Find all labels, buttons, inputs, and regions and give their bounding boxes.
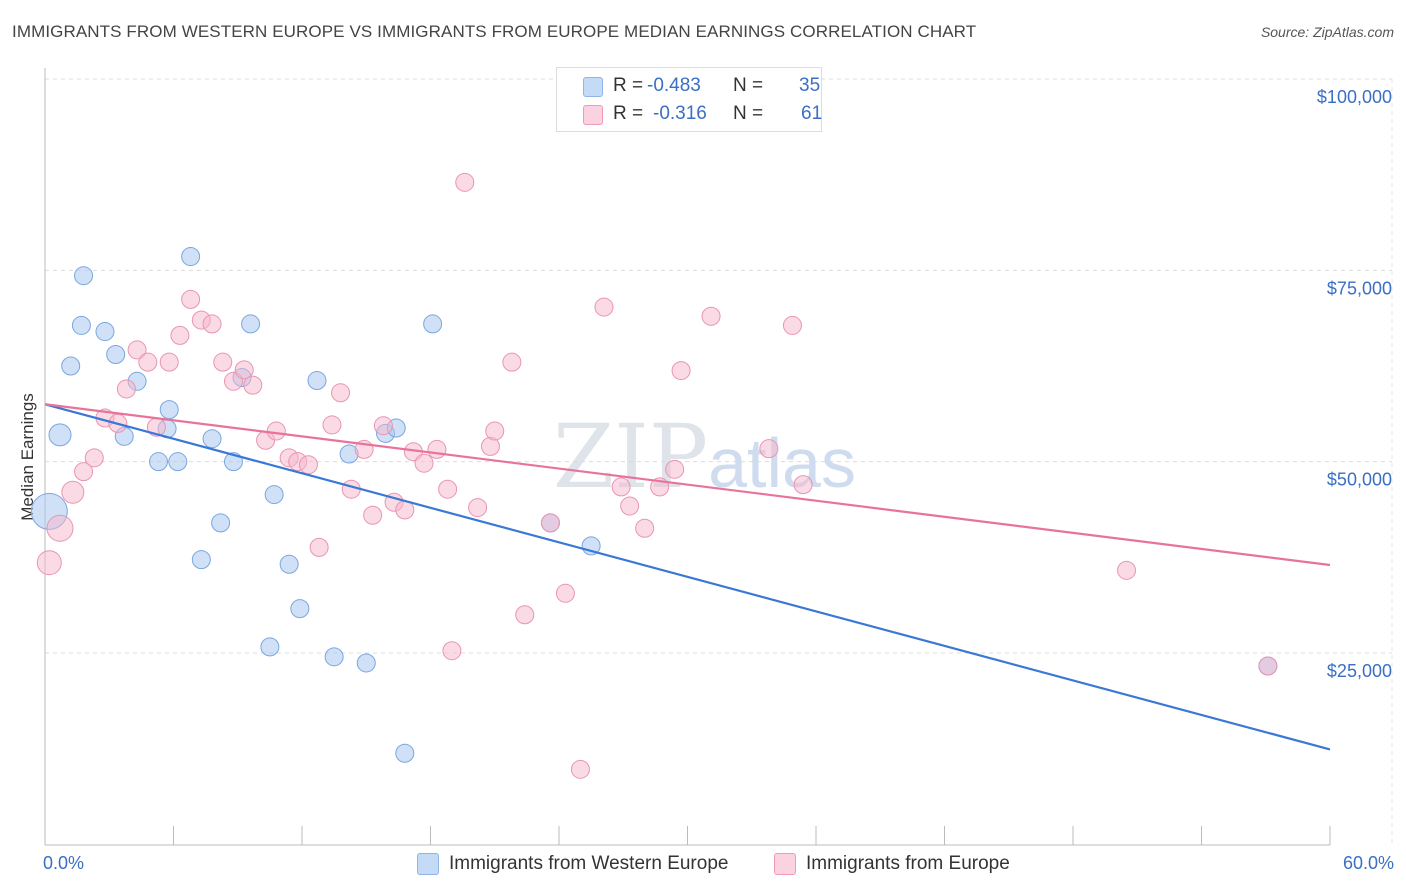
europe-point bbox=[322, 415, 342, 435]
europe-point bbox=[181, 289, 201, 309]
source-credit: Source: ZipAtlas.com bbox=[1260, 24, 1394, 40]
europe-point bbox=[127, 340, 147, 360]
watermark-zip: ZIP bbox=[553, 405, 709, 508]
y-tick-label: $75,000 bbox=[1327, 278, 1392, 298]
blue-swatch bbox=[583, 77, 603, 97]
western-europe-point bbox=[202, 429, 222, 449]
western-europe-point bbox=[191, 550, 211, 570]
western-europe-point bbox=[211, 513, 231, 533]
europe-point bbox=[611, 477, 631, 497]
europe-point bbox=[438, 479, 458, 499]
europe-point bbox=[427, 439, 447, 459]
western-europe-point bbox=[149, 452, 169, 472]
legend-label: Immigrants from Europe bbox=[806, 853, 1010, 874]
europe-point bbox=[213, 352, 233, 372]
western-europe-point bbox=[241, 314, 261, 334]
europe-point bbox=[266, 421, 286, 441]
legend-label: Immigrants from Western Europe bbox=[449, 853, 729, 874]
europe-point bbox=[61, 480, 85, 504]
europe-point bbox=[540, 513, 560, 533]
y-tick-label: $100,000 bbox=[1317, 87, 1392, 107]
western-europe-point bbox=[95, 322, 115, 342]
europe-point bbox=[138, 352, 158, 372]
europe-point bbox=[36, 550, 62, 576]
europe-point bbox=[635, 518, 655, 538]
europe-point bbox=[515, 605, 535, 625]
western-europe-point bbox=[324, 647, 344, 667]
europe-point bbox=[373, 416, 393, 436]
western-europe-point bbox=[279, 554, 299, 574]
europe-point bbox=[309, 537, 329, 557]
europe-point bbox=[782, 315, 802, 335]
europe-point bbox=[84, 448, 104, 468]
europe-point bbox=[455, 172, 475, 192]
western-europe-point bbox=[48, 423, 72, 447]
y-axis-title: Median Earnings bbox=[18, 393, 37, 521]
europe-point bbox=[701, 306, 721, 326]
europe-point bbox=[570, 759, 590, 779]
pink-swatch bbox=[583, 105, 603, 125]
europe-point bbox=[159, 352, 179, 372]
europe-point bbox=[74, 462, 94, 482]
europe-point bbox=[116, 379, 136, 399]
europe-point bbox=[298, 455, 318, 475]
western-europe-point bbox=[264, 485, 284, 505]
y-tick-label: $25,000 bbox=[1327, 661, 1392, 681]
europe-point bbox=[1117, 560, 1137, 580]
n-value: 35 bbox=[799, 75, 821, 96]
r-label: R = bbox=[613, 75, 644, 96]
r-value: -0.483 bbox=[647, 75, 701, 96]
western-europe-point bbox=[290, 599, 310, 619]
europe-point bbox=[665, 459, 685, 479]
europe-point bbox=[502, 352, 522, 372]
watermark-atlas: atlas bbox=[708, 424, 856, 502]
n-label: N = bbox=[733, 103, 764, 124]
europe-point bbox=[331, 383, 351, 403]
blue-swatch bbox=[417, 853, 439, 875]
pink-swatch bbox=[774, 853, 796, 875]
x-tick-label: 0.0% bbox=[43, 853, 84, 873]
europe-point bbox=[620, 496, 640, 516]
x-tick-label: 60.0% bbox=[1343, 853, 1394, 873]
western-europe-point bbox=[307, 371, 327, 391]
n-value: 61 bbox=[801, 103, 823, 124]
y-tick-label: $50,000 bbox=[1327, 470, 1392, 490]
europe-point bbox=[793, 475, 813, 495]
watermark: ZIPatlas bbox=[553, 405, 856, 508]
n-label: N = bbox=[733, 75, 764, 96]
western-europe-point bbox=[181, 247, 201, 267]
western-europe-point bbox=[159, 400, 179, 420]
r-value: -0.316 bbox=[653, 103, 707, 124]
europe-point bbox=[1258, 656, 1278, 676]
europe-trendline bbox=[44, 403, 1331, 567]
western-europe-point bbox=[395, 743, 415, 763]
western-europe-point bbox=[74, 266, 94, 286]
western-europe-point bbox=[423, 314, 443, 334]
chart-title: IMMIGRANTS FROM WESTERN EUROPE VS IMMIGR… bbox=[12, 22, 977, 41]
europe-point bbox=[671, 361, 691, 381]
western-europe-point bbox=[106, 345, 126, 365]
europe-point bbox=[363, 505, 383, 525]
stats-legend: R = -0.483 N = 35 R = -0.316 N = 61 bbox=[556, 67, 822, 132]
europe-point bbox=[202, 314, 222, 334]
europe-point bbox=[555, 583, 575, 603]
western-europe-point bbox=[356, 653, 376, 673]
europe-point bbox=[46, 514, 74, 542]
europe-point bbox=[170, 325, 190, 345]
europe-point bbox=[442, 641, 462, 661]
western-europe-point bbox=[71, 315, 91, 335]
western-europe-trendline bbox=[44, 403, 1331, 751]
r-label: R = bbox=[613, 103, 644, 124]
europe-point bbox=[243, 375, 263, 395]
western-europe-point bbox=[168, 452, 188, 472]
western-europe-point bbox=[61, 356, 81, 376]
europe-point bbox=[468, 498, 488, 518]
western-europe-point bbox=[260, 637, 280, 657]
europe-point bbox=[414, 453, 434, 473]
europe-point bbox=[234, 360, 254, 380]
europe-point bbox=[594, 297, 614, 317]
europe-point bbox=[485, 421, 505, 441]
europe-point bbox=[759, 439, 779, 459]
